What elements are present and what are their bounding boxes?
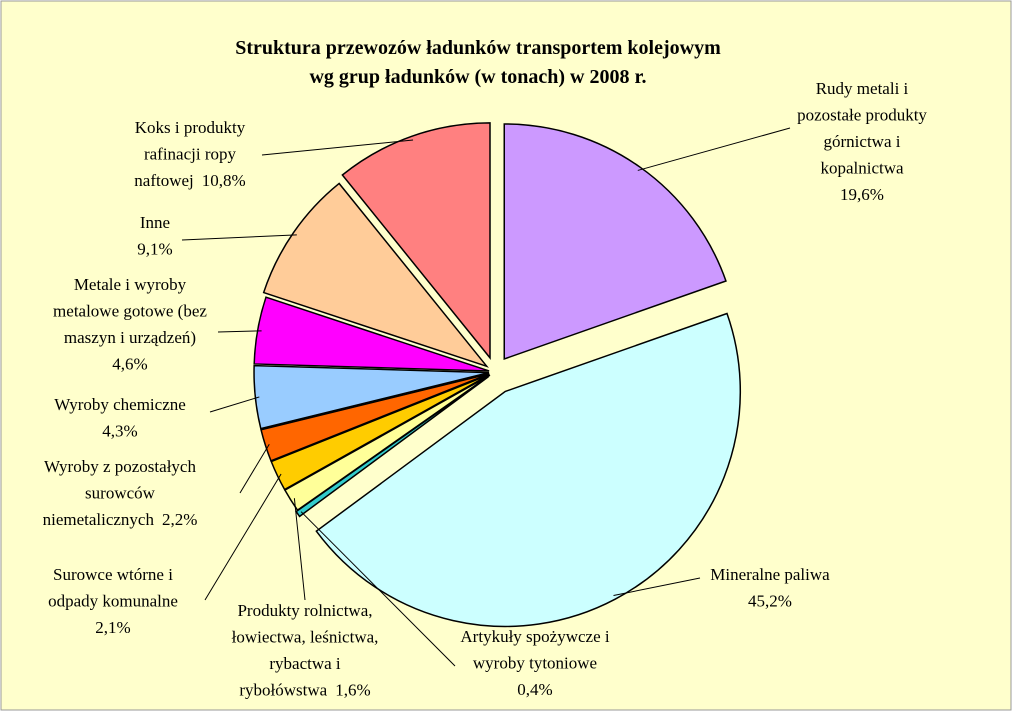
slice-label: Metale i wyroby (74, 275, 187, 294)
value-label: 45,2% (748, 592, 792, 611)
category-label: Wyroby chemiczne (54, 395, 186, 414)
leader-line (637, 127, 791, 171)
value-label: 10,8% (202, 171, 246, 190)
chart-title: wg grup ładunków (w tonach) w 2008 r. (309, 66, 646, 88)
slice-label: Wyroby z pozostałych (44, 457, 196, 476)
slice-label: odpady komunalne (48, 592, 178, 611)
chart-title: Struktura przewozów ładunków transportem… (235, 37, 721, 59)
pie-slice (260, 373, 490, 462)
category-label: Wyroby z pozostałych (44, 457, 196, 476)
category-label: Rudy metali i (816, 79, 909, 98)
value-label: 0,4% (517, 680, 552, 699)
category-label: naftowej (134, 171, 193, 190)
category-label: odpady komunalne (48, 592, 178, 611)
category-label: pozostałe produkty (797, 106, 927, 125)
slice-label: naftowej 10,8% (134, 171, 245, 190)
slice-label: rybactwa i (269, 654, 341, 673)
slice-label: rybołówstwa 1,6% (239, 681, 370, 700)
slice-label: górnictwa i (824, 132, 901, 151)
leader-line (217, 330, 262, 333)
leader-line (239, 443, 270, 494)
category-label: niemetalicznych (43, 510, 155, 529)
slice-label: Wyroby chemiczne (54, 395, 186, 414)
value-label: 2,2% (162, 510, 197, 529)
slice-label: surowców (85, 484, 156, 503)
category-label: rybołówstwa (239, 681, 327, 700)
pie-slice (253, 364, 490, 430)
leader-line (300, 511, 456, 667)
slice-label: łowiectwa, leśnictwa, (232, 628, 379, 647)
category-label: kopalnictwa (820, 159, 904, 178)
slice-label: Produkty rolnictwa, (237, 601, 372, 620)
slice-label: niemetalicznych 2,2% (43, 510, 198, 529)
pie-slice (341, 122, 491, 360)
category-label: rybactwa i (269, 654, 341, 673)
category-label: surowców (85, 484, 156, 503)
value-label: 4,3% (102, 422, 137, 441)
value-label: 1,6% (335, 681, 370, 700)
slice-label: Inne (140, 213, 170, 232)
pie-slice (503, 123, 727, 361)
category-label: Inne (140, 213, 170, 232)
value-label: 19,6% (840, 185, 884, 204)
category-label: Koks i produkty (135, 118, 246, 137)
category-label: Mineralne paliwa (710, 565, 830, 584)
category-label: wyroby tytoniowe (473, 654, 597, 673)
slice-label: wyroby tytoniowe (473, 654, 597, 673)
pie-slice (315, 312, 742, 628)
leader-line (261, 139, 414, 156)
slice-label: Artykuły spożywcze i (460, 627, 609, 646)
leader-line (209, 396, 260, 413)
category-label: Metale i wyroby (74, 275, 187, 294)
pie-slice (262, 182, 489, 368)
category-label: maszyn i urządzeń) (64, 328, 196, 347)
slice-label: Surowce wtórne i (53, 565, 173, 584)
value-label: 4,6% (112, 355, 147, 374)
category-label: rafinacji ropy (144, 145, 237, 164)
leader-line (613, 577, 701, 597)
slice-label: metalowe gotowe (bez (53, 302, 207, 321)
slice-label: kopalnictwa (820, 159, 904, 178)
pie-slice (253, 296, 490, 372)
value-label: 9,1% (137, 240, 172, 259)
category-label: Surowce wtórne i (53, 565, 173, 584)
slice-label: maszyn i urządzeń) (64, 328, 196, 347)
leader-line (181, 234, 297, 241)
slice-label: Koks i produkty (135, 118, 246, 137)
category-label: Produkty rolnictwa, (237, 601, 372, 620)
slice-label: pozostałe produkty (797, 106, 927, 125)
leader-line (293, 498, 306, 601)
value-label: 2,1% (95, 618, 130, 637)
category-label: łowiectwa, leśnictwa, (232, 628, 379, 647)
slice-label: Mineralne paliwa (710, 565, 830, 584)
slice-label: Rudy metali i (816, 79, 909, 98)
category-label: metalowe gotowe (bez (53, 302, 207, 321)
category-label: Artykuły spożywcze i (460, 627, 609, 646)
category-label: górnictwa i (824, 132, 901, 151)
pie-slice (270, 373, 490, 491)
slice-label: rafinacji ropy (144, 145, 237, 164)
leader-line (204, 473, 282, 601)
